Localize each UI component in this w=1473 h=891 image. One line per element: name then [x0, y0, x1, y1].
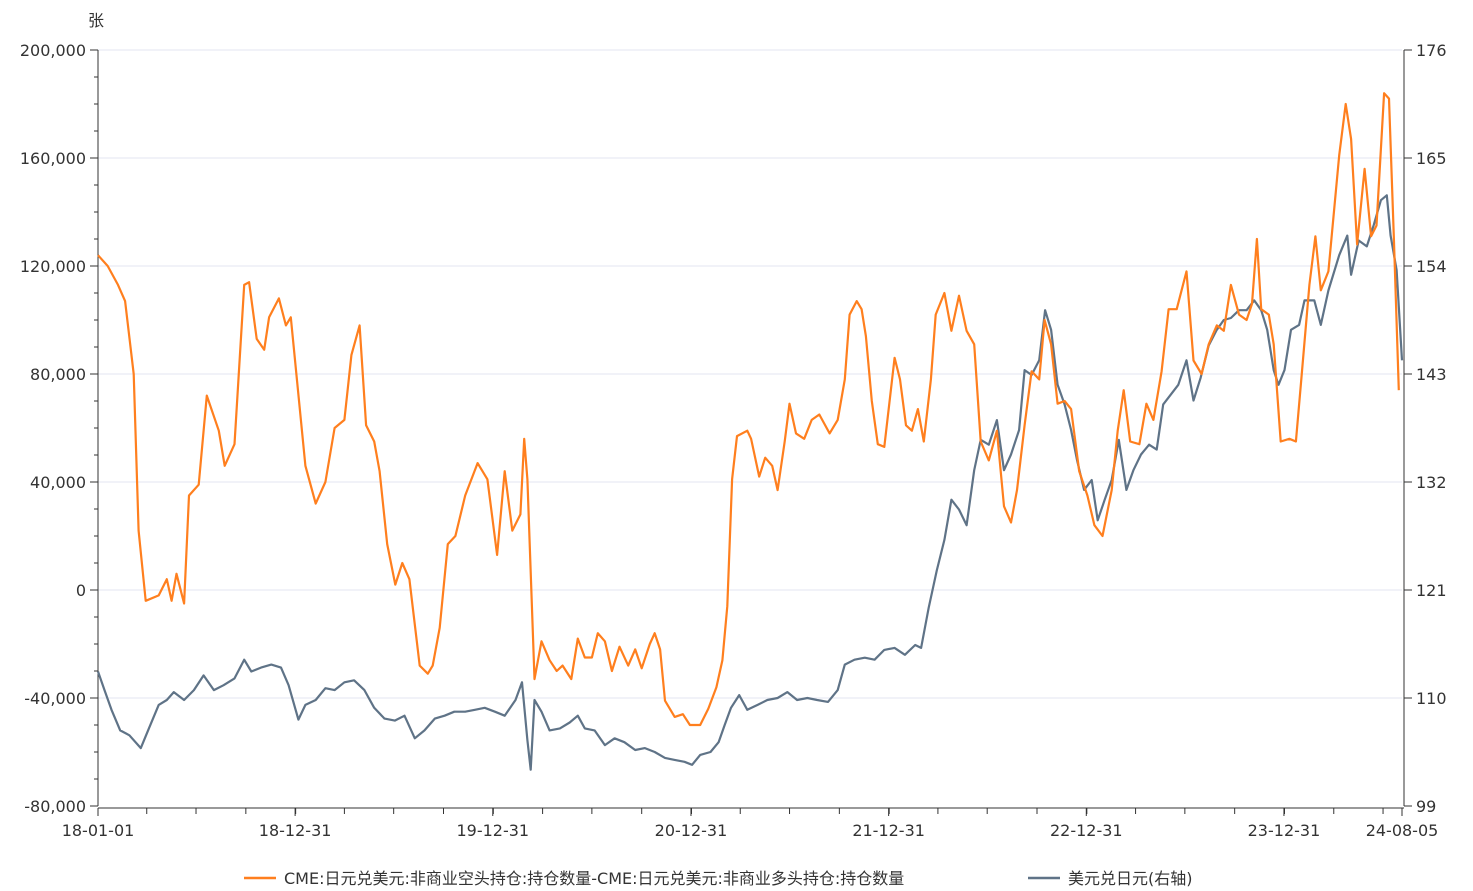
right-tick-label: 176: [1416, 41, 1447, 60]
legend-label-short-minus-long: CME:日元兑美元:非商业空头持仓:持仓数量-CME:日元兑美元:非商业多头持仓…: [284, 869, 904, 888]
legend-item-short-minus-long[interactable]: CME:日元兑美元:非商业空头持仓:持仓数量-CME:日元兑美元:非商业多头持仓…: [244, 869, 904, 888]
x-tick-label: 21-12-31: [852, 821, 925, 840]
left-tick-label: 0: [76, 581, 86, 600]
right-tick-label: 165: [1416, 149, 1447, 168]
right-tick-label: 110: [1416, 689, 1447, 708]
axes: [97, 50, 1405, 809]
x-tick-label: 23-12-31: [1248, 821, 1321, 840]
left-tick-label: 40,000: [30, 473, 86, 492]
legend: CME:日元兑美元:非商业空头持仓:持仓数量-CME:日元兑美元:非商业多头持仓…: [244, 869, 1193, 888]
left-tick-label: -80,000: [24, 797, 86, 816]
left-tick-label: 120,000: [20, 257, 86, 276]
x-tick-label: 18-01-01: [62, 821, 135, 840]
x-tick-label: 24-08-05: [1366, 821, 1439, 840]
left-tick-label: 200,000: [20, 41, 86, 60]
right-tick-label: 132: [1416, 473, 1447, 492]
right-tick-label: 99: [1416, 797, 1436, 816]
left-axis-unit-label: 张: [88, 11, 104, 30]
right-tick-label: 143: [1416, 365, 1447, 384]
legend-label-usdjpy: 美元兑日元(右轴): [1068, 869, 1193, 888]
right-axis-ticks: 176 165 154 143 132 121 110 99: [1404, 41, 1447, 816]
right-tick-label: 154: [1416, 257, 1447, 276]
x-tick-label: 22-12-31: [1050, 821, 1123, 840]
x-axis-ticks: 18-01-01 18-12-31 19-12-31 20-12-31 21-12-31…: [62, 808, 1439, 840]
left-tick-label: 160,000: [20, 149, 86, 168]
gridlines: [98, 49, 1402, 699]
usdjpy-line: [96, 194, 1404, 771]
right-tick-label: 121: [1416, 581, 1447, 600]
left-axis-ticks: 200,000 160,000 120,000 80,000 40,000 0 -40,00…: [20, 41, 98, 816]
legend-item-usdjpy[interactable]: 美元兑日元(右轴): [1028, 869, 1193, 888]
series-group: [96, 92, 1404, 771]
left-tick-label: 80,000: [30, 365, 86, 384]
x-tick-label: 20-12-31: [655, 821, 728, 840]
left-tick-label: -40,000: [24, 689, 86, 708]
x-tick-label: 19-12-31: [456, 821, 529, 840]
x-tick-label: 18-12-31: [259, 821, 332, 840]
net-short-position-line: [97, 92, 1400, 727]
